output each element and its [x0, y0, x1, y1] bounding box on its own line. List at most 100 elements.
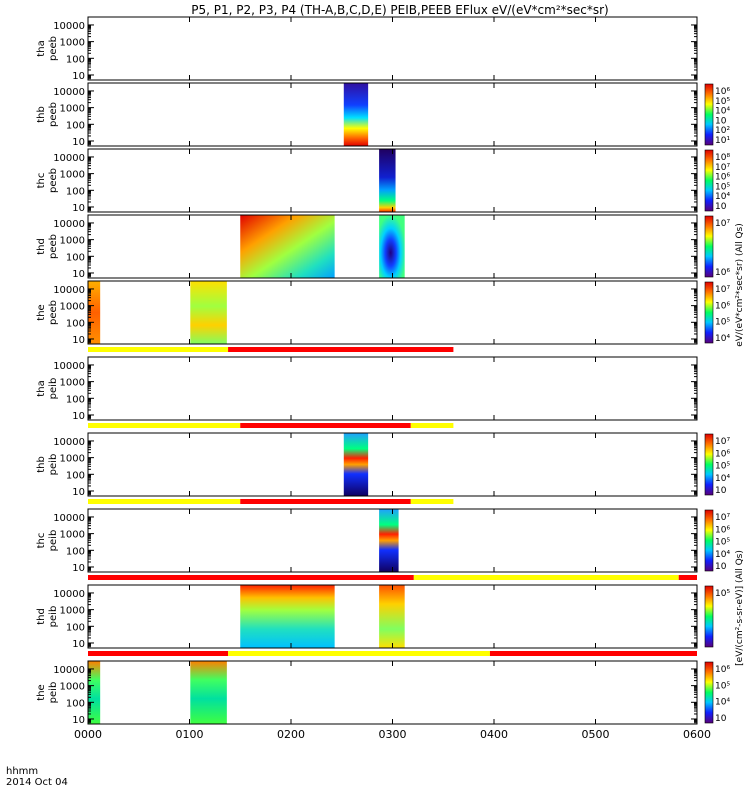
y-tick-label: 1000	[60, 38, 85, 49]
y-tick-label: 10	[72, 639, 85, 650]
spectrogram-block-0	[344, 83, 368, 146]
spectrogram-block-0	[379, 509, 398, 572]
y-tick-label: 100	[66, 546, 85, 557]
colorbar-tick-label: 10⁵	[715, 97, 730, 107]
mode-bar-segment	[240, 423, 411, 428]
colorbar-tick-label: 10⁶	[715, 268, 730, 278]
mode-bar-segment	[88, 499, 240, 504]
y-tick-label: 100	[66, 394, 85, 405]
y-tick-label: 100	[66, 318, 85, 329]
panel-thb-peib: 10 100 1000 10000 thbpeib 10⁷ 10⁶ 10⁵ 10⁴ 10⁳	[36, 433, 730, 498]
y-tick-label: 10	[72, 335, 85, 346]
right-axis-label-bottom: [eV/(cm²-s-sr-eV)] (All Qs)	[735, 550, 745, 666]
spectrogram-block-1	[190, 661, 227, 724]
colorbar-tick-label: 10⁷	[715, 437, 730, 447]
colorbar-tick-label: 10⁳	[715, 562, 727, 572]
y-tick-label: 1000	[60, 378, 85, 389]
colorbar-tick-label: 10⁳	[715, 116, 727, 126]
y-tick-label: 10000	[53, 437, 85, 448]
panel-ylabel: thapeeb	[36, 36, 59, 61]
mode-bar-segment	[228, 347, 453, 352]
mode-bar-segment	[228, 651, 490, 656]
panel-frame	[88, 661, 697, 724]
colorbar	[705, 282, 713, 343]
panel-tha-peeb: 10100100010000thapeeb	[36, 17, 697, 82]
panel-thc-peeb: 10 100 1000 10000 thcpeeb 10⁸10⁷10⁶10⁵10⁴10⁳	[36, 149, 730, 214]
spectrogram-block-0	[240, 585, 334, 648]
y-tick-label: 100	[66, 622, 85, 633]
spectrogram-block-0	[240, 215, 334, 278]
panel-ylabel: thepeib	[36, 682, 59, 704]
mode-bar-segment	[88, 423, 240, 428]
panel-thd-peeb: 10100100010000thdpeeb10⁷10⁶	[36, 215, 730, 280]
mode-bar-segment	[88, 651, 228, 656]
panel-ylabel: thbpeib	[36, 454, 59, 476]
colorbar-tick-label: 10¹	[715, 136, 730, 146]
mode-bar	[88, 499, 453, 504]
spectrogram-block-1	[379, 585, 405, 648]
x-corner-label-2: 2014 Oct 04	[6, 777, 68, 788]
y-tick-label: 10000	[53, 285, 85, 296]
colorbar-tick-label: 10⁴	[715, 550, 730, 560]
y-tick-label: 1000	[60, 302, 85, 313]
y-tick-label: 100	[66, 54, 85, 65]
y-tick-label: 10000	[53, 361, 85, 372]
colorbar	[705, 510, 713, 571]
y-tick-label: 10	[72, 487, 85, 498]
panel-ylabel: thbpeeb	[36, 102, 59, 127]
y-tick-label: 10000	[53, 153, 85, 164]
colorbar	[705, 662, 713, 723]
y-tick-label: 1000	[60, 170, 85, 181]
panel-thb-peeb: 10 100 1000 10000 thbpeeb 10⁶10⁵10⁴10⁳10²10¹	[36, 83, 730, 148]
x-tick-label: 0000	[74, 728, 102, 741]
mode-bar	[88, 651, 697, 656]
x-tick-label: 0200	[277, 728, 305, 741]
colorbar-tick-label: 10⁷	[715, 163, 730, 173]
y-tick-label: 10	[72, 269, 85, 280]
spectrogram-block-1	[190, 281, 227, 344]
y-tick-label: 100	[66, 698, 85, 709]
y-tick-label: 10	[72, 137, 85, 148]
y-tick-label: 1000	[60, 606, 85, 617]
colorbar-tick-label: 10⁵	[715, 318, 730, 328]
colorbar-tick-label: 10⁶	[715, 449, 730, 459]
colorbar-tick-label: 10⁳	[715, 714, 727, 724]
colorbar-tick-label: 10⁷	[715, 285, 730, 295]
y-tick-label: 10000	[53, 513, 85, 524]
panel-frame	[88, 281, 697, 344]
y-tick-label: 100	[66, 186, 85, 197]
spectrogram-block-0	[344, 433, 368, 496]
mode-bar	[88, 575, 697, 580]
colorbar-tick-label: 10⁸	[715, 153, 730, 163]
colorbar-tick-label: 10⁵	[715, 462, 730, 472]
mode-bar-segment	[411, 423, 454, 428]
colorbar-tick-label: 10⁷	[715, 513, 730, 523]
mode-bar-segment	[411, 499, 454, 504]
panel-tha-peib: 10100100010000thapeib	[36, 357, 697, 422]
y-tick-label: 10000	[53, 665, 85, 676]
mode-bar-segment	[414, 575, 679, 580]
y-tick-label: 10000	[53, 21, 85, 32]
panel-frame	[88, 433, 697, 496]
x-tick-label: 0400	[480, 728, 508, 741]
y-tick-label: 10000	[53, 589, 85, 600]
colorbar-tick-label: 10⁴	[715, 192, 730, 202]
spectrogram-block-0	[379, 149, 395, 212]
colorbar-tick-label: 10⁳	[715, 486, 727, 496]
panel-stack: 10 100 1000 10000 thapeeb 10 100 1000 10000 thbpe…	[36, 17, 730, 726]
panel-frame	[88, 83, 697, 146]
x-corner-label-1: hhmm	[6, 766, 38, 777]
panel-thd-peib: 10 100 1000 10000 thdpeib 10⁵	[36, 585, 730, 650]
colorbar	[705, 84, 713, 145]
colorbar-tick-label: 10⁷	[715, 219, 730, 229]
colorbar-tick-label: 10⁶	[715, 301, 730, 311]
colorbar-tick-label: 10⁴	[715, 334, 730, 344]
colorbar-tick-label: 10⁶	[715, 525, 730, 535]
colorbar-tick-label: 10⁵	[715, 681, 730, 691]
colorbar	[705, 150, 713, 211]
mode-bar	[88, 347, 453, 352]
colorbar-tick-label: 10²	[715, 126, 730, 136]
panel-thc-peib: 10100100010000thcpeib10⁷10⁶10⁵10⁴10⁳	[36, 509, 730, 574]
panel-ylabel: thcpeib	[36, 530, 59, 552]
